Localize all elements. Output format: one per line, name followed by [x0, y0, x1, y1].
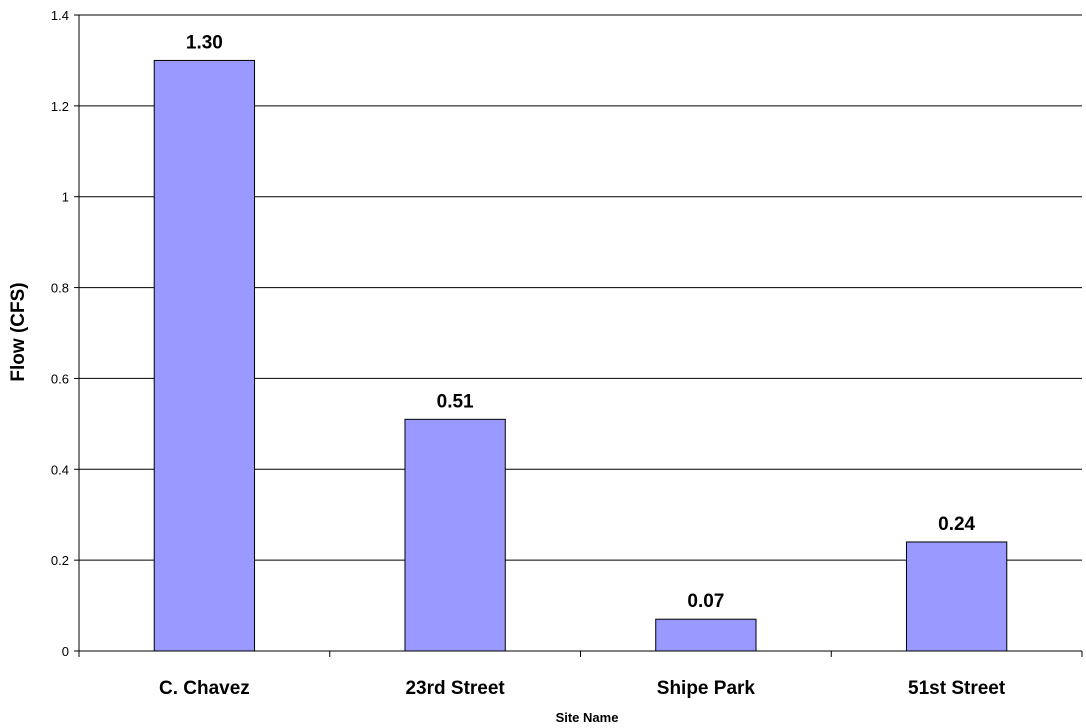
y-tick-label: 0 — [62, 644, 69, 659]
bar-value-label: 1.30 — [186, 32, 223, 53]
y-tick-label: 1.2 — [51, 99, 69, 114]
labels: 0 0.2 0.4 0.6 0.8 1 1.2 1.4 1.30 C. Chavez 0.51 23r… — [51, 8, 1006, 699]
y-axis-title: Flow (CFS) — [8, 282, 29, 381]
y-tick-label: 0.2 — [51, 553, 69, 568]
bar — [655, 618, 757, 652]
bar — [905, 541, 1008, 652]
bar — [153, 59, 256, 652]
bar-value-label: 0.51 — [437, 391, 474, 412]
y-tick-label: 0.8 — [51, 281, 69, 296]
x-tick-label: C. Chavez — [159, 678, 250, 699]
bar — [404, 418, 506, 652]
bar-value-label: 0.07 — [687, 591, 724, 612]
x-tick-label: 51st Street — [908, 678, 1006, 699]
y-tick-label: 1.4 — [51, 8, 69, 23]
x-axis-title: Site Name — [556, 710, 619, 725]
bars — [153, 59, 1008, 652]
y-tick-label: 1 — [62, 190, 69, 205]
y-tick-label: 0.4 — [51, 462, 69, 477]
bar-value-label: 0.24 — [938, 514, 975, 535]
x-tick-label: 23rd Street — [405, 678, 505, 699]
y-tick-label: 0.6 — [51, 371, 69, 386]
x-tick-label: Shipe Park — [657, 678, 756, 699]
